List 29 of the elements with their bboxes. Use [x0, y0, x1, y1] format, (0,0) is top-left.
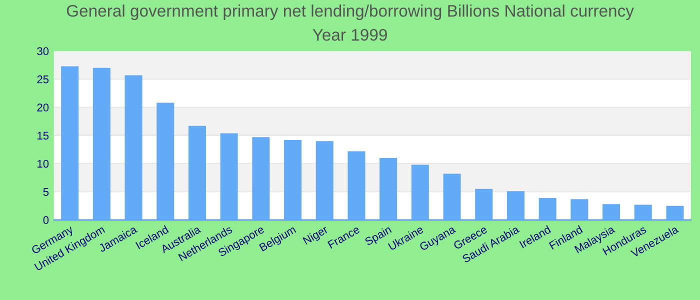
- bar: [348, 151, 366, 220]
- bar: [634, 204, 652, 220]
- bar: [411, 164, 429, 220]
- y-tick-label: 0: [43, 216, 49, 224]
- bar: [506, 191, 524, 220]
- bar: [220, 133, 238, 220]
- bar: [61, 66, 79, 220]
- y-tick-label: 30: [37, 47, 49, 56]
- y-tick-label: 10: [38, 160, 49, 168]
- bar: [252, 137, 270, 220]
- chart-title: General government primary net lending/borrowing Billions National currency: [66, 4, 634, 20]
- bar: [538, 198, 556, 220]
- bar: [443, 174, 461, 220]
- chart-subtitle: Year 1999: [312, 28, 387, 41]
- bar: [570, 199, 588, 220]
- bar: [284, 140, 302, 220]
- y-tick-label: 20: [37, 104, 49, 112]
- bar: [92, 68, 110, 220]
- y-tick-label: 25: [37, 75, 49, 84]
- y-tick-label: 15: [38, 132, 49, 140]
- bar: [124, 75, 142, 220]
- bar: [380, 158, 398, 220]
- bar: [156, 102, 174, 220]
- bar: [602, 204, 620, 220]
- bar: [475, 188, 493, 220]
- bar: [316, 141, 334, 220]
- bar: [188, 126, 206, 220]
- bar: [666, 206, 684, 220]
- y-tick-label: 5: [43, 188, 49, 196]
